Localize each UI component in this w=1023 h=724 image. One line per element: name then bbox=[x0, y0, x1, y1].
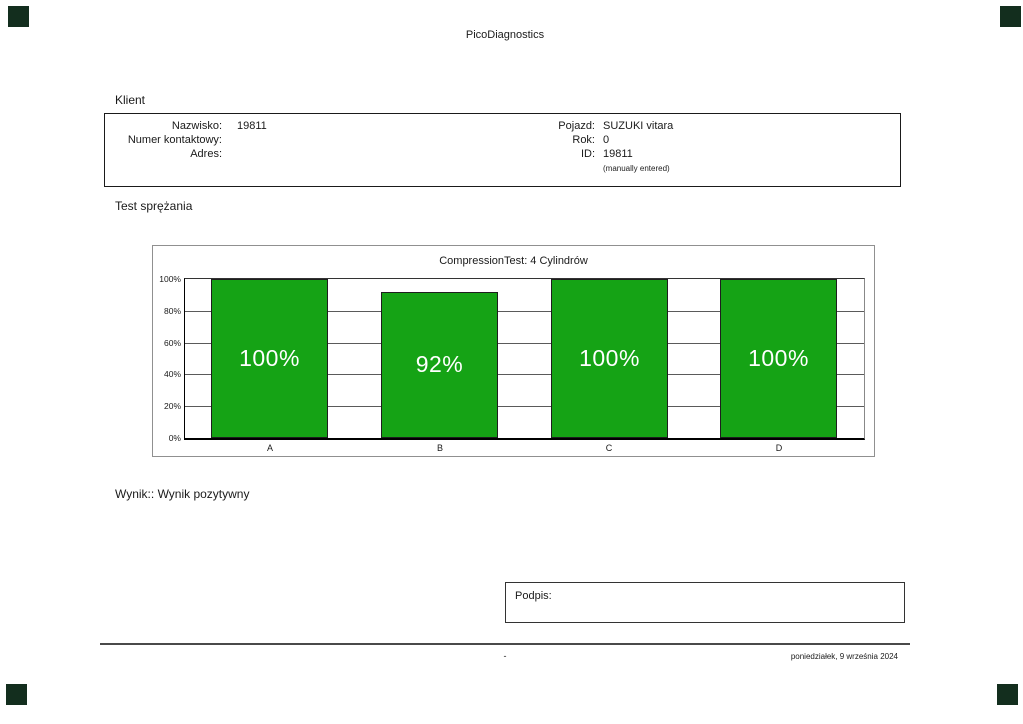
category-label-c: C bbox=[605, 443, 613, 453]
id-note: (manually entered) bbox=[603, 164, 670, 173]
compression-chart: CompressionTest: 4 Cylindrów 100% 80% 60… bbox=[152, 245, 875, 457]
client-field-rok: Rok: 0 bbox=[505, 133, 673, 147]
ytick-80: 80% bbox=[163, 305, 181, 316]
client-field-numer-kontaktowy: Numer kontaktowy: bbox=[105, 133, 267, 147]
ytick-40: 40% bbox=[163, 369, 181, 380]
footer-page-marker: - bbox=[503, 651, 507, 661]
gridline-80 bbox=[185, 310, 864, 312]
client-section-heading: Klient bbox=[115, 93, 146, 107]
client-fields-left: Nazwisko: 19811 Numer kontaktowy: Adres: bbox=[105, 119, 267, 161]
field-label: Numer kontaktowy: bbox=[127, 134, 222, 146]
client-fields-right: Pojazd: SUZUKI vitara Rok: 0 ID: 19811 (man… bbox=[505, 119, 673, 175]
bar-cylinder-c: 100% bbox=[551, 279, 668, 438]
app-title: PicoDiagnostics bbox=[465, 29, 545, 41]
client-info-box: Nazwisko: 19811 Numer kontaktowy: Adres: … bbox=[104, 113, 901, 187]
bar-cylinder-b: 92% bbox=[381, 291, 498, 438]
gridline-60 bbox=[185, 342, 864, 344]
corner-mark-top-left bbox=[8, 6, 29, 27]
client-field-id: ID: 19811 bbox=[505, 147, 673, 161]
gridline-20 bbox=[185, 406, 864, 408]
signature-label: Podpis: bbox=[515, 590, 552, 602]
category-label-a: A bbox=[266, 443, 273, 453]
gridline-40 bbox=[185, 374, 864, 376]
field-label: Nazwisko: bbox=[171, 120, 222, 132]
test-section-heading: Test sprężania bbox=[115, 199, 193, 213]
corner-mark-bottom-left bbox=[6, 684, 27, 705]
client-id-note-row: (manually entered) bbox=[505, 161, 673, 175]
ytick-60: 60% bbox=[163, 337, 181, 348]
field-value: 19811 bbox=[237, 120, 267, 132]
result-text: Wynik:: Wynik pozytywny bbox=[115, 487, 250, 501]
ytick-20: 20% bbox=[163, 401, 181, 412]
corner-mark-bottom-right bbox=[997, 684, 1018, 705]
bar-cylinder-d: 100% bbox=[720, 279, 837, 438]
chart-title: CompressionTest: 4 Cylindrów bbox=[439, 255, 588, 267]
field-value: 19811 bbox=[603, 148, 633, 160]
field-value: 0 bbox=[603, 134, 610, 146]
signature-box: Podpis: bbox=[505, 582, 905, 623]
ytick-100: 100% bbox=[159, 274, 181, 284]
bar-value-label: 100% bbox=[579, 345, 640, 371]
ytick-0: 0% bbox=[168, 433, 181, 443]
footer-rule bbox=[100, 643, 910, 645]
bar-cylinder-a: 100% bbox=[211, 279, 328, 438]
field-value: SUZUKI vitara bbox=[603, 120, 674, 132]
chart-plot-area: 100% 80% 60% 40% 20% 0% 100% 92% 100% 10… bbox=[159, 274, 865, 453]
client-field-nazwisko: Nazwisko: 19811 bbox=[105, 119, 267, 133]
client-field-pojazd: Pojazd: SUZUKI vitara bbox=[505, 119, 673, 133]
category-label-d: D bbox=[775, 443, 783, 453]
field-label: Rok: bbox=[572, 134, 595, 146]
bar-value-label: 100% bbox=[748, 345, 809, 371]
field-label: ID: bbox=[580, 148, 595, 160]
field-label: Adres: bbox=[190, 148, 222, 160]
bar-value-label: 92% bbox=[415, 351, 464, 378]
corner-mark-top-right bbox=[1000, 6, 1021, 27]
bar-value-label: 100% bbox=[239, 345, 300, 371]
client-field-adres: Adres: bbox=[105, 147, 267, 161]
footer-date: poniedziałek, 9 września 2024 bbox=[790, 652, 898, 661]
field-label: Pojazd: bbox=[558, 120, 595, 132]
category-label-b: B bbox=[436, 443, 443, 453]
